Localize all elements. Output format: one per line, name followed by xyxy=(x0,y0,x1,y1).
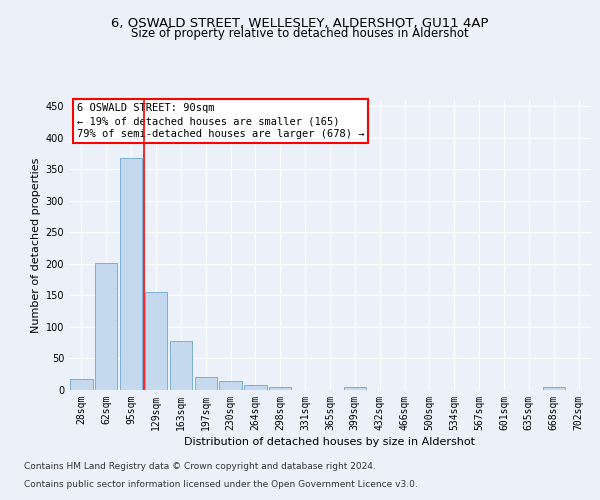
Bar xyxy=(220,380,242,390)
Text: 6, OSWALD STREET, WELLESLEY, ALDERSHOT, GU11 4AP: 6, OSWALD STREET, WELLESLEY, ALDERSHOT, … xyxy=(111,18,489,30)
Bar xyxy=(269,387,292,390)
Text: Size of property relative to detached houses in Aldershot: Size of property relative to detached ho… xyxy=(131,28,469,40)
Bar xyxy=(170,341,192,390)
Bar xyxy=(344,387,366,390)
Text: Contains public sector information licensed under the Open Government Licence v3: Contains public sector information licen… xyxy=(24,480,418,489)
Bar xyxy=(542,387,565,390)
Bar xyxy=(120,158,142,390)
Bar xyxy=(145,292,167,390)
Bar xyxy=(244,385,266,390)
Text: Contains HM Land Registry data © Crown copyright and database right 2024.: Contains HM Land Registry data © Crown c… xyxy=(24,462,376,471)
Y-axis label: Number of detached properties: Number of detached properties xyxy=(31,158,41,332)
Bar xyxy=(194,377,217,390)
X-axis label: Distribution of detached houses by size in Aldershot: Distribution of detached houses by size … xyxy=(185,437,476,447)
Bar xyxy=(95,262,118,390)
Text: 6 OSWALD STREET: 90sqm
← 19% of detached houses are smaller (165)
79% of semi-de: 6 OSWALD STREET: 90sqm ← 19% of detached… xyxy=(77,103,364,140)
Bar xyxy=(70,378,92,390)
